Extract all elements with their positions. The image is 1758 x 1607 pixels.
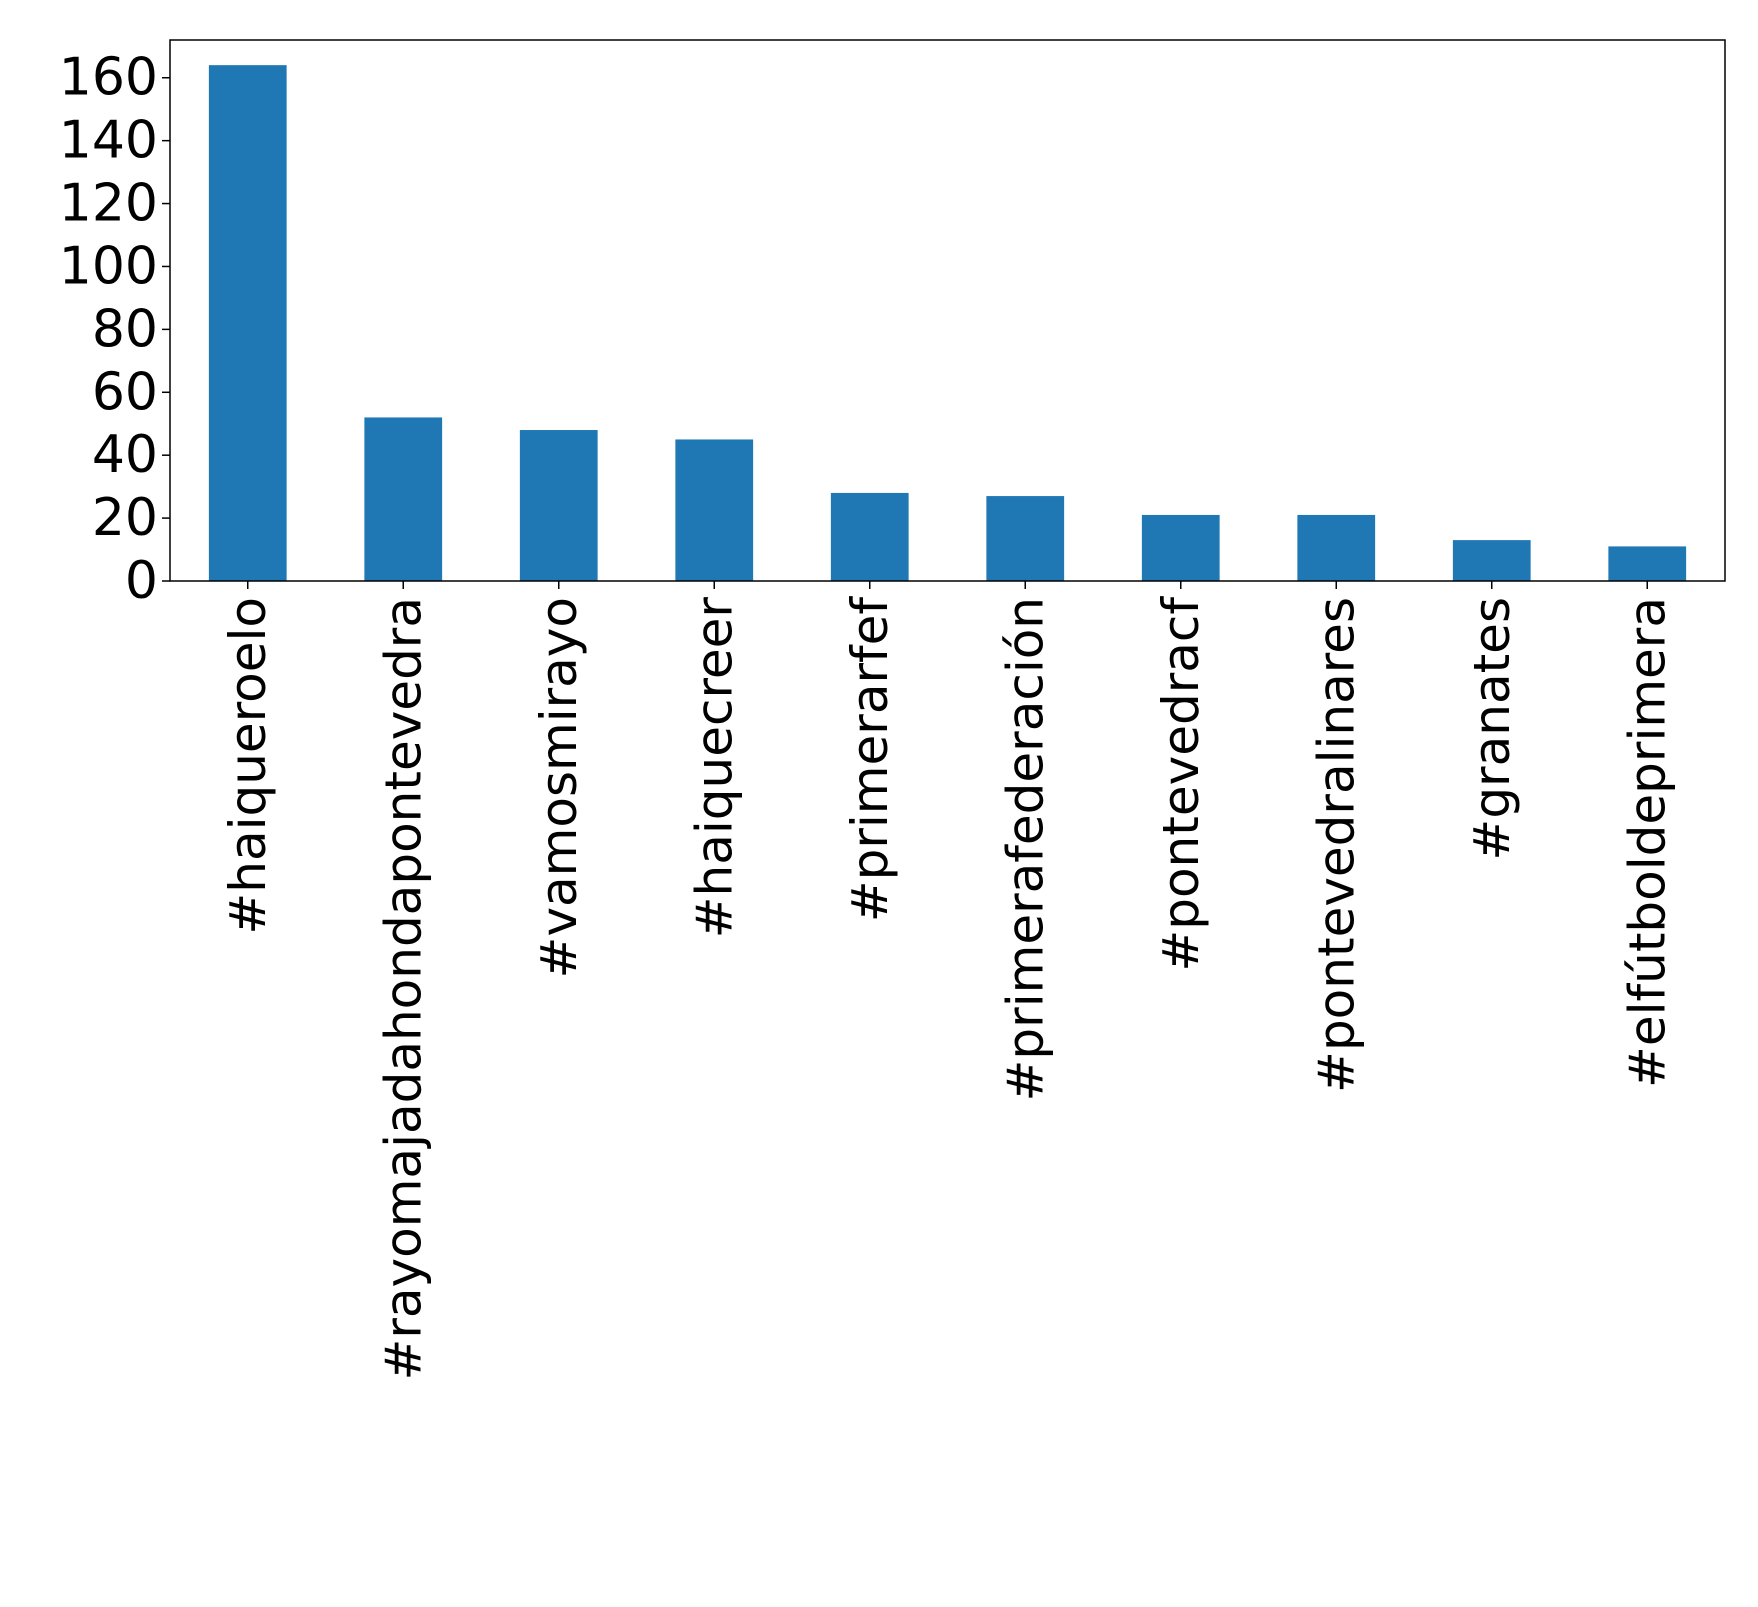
y-tick-label-6: 120 <box>59 174 158 234</box>
bar-8 <box>1452 540 1531 581</box>
bar-5 <box>986 496 1065 581</box>
x-tick-label-8: #granates <box>1463 597 1521 861</box>
bar-4 <box>830 492 909 581</box>
plot-frame <box>169 39 1726 582</box>
y-tick-label-2: 40 <box>92 425 158 485</box>
x-tick-label-1: #rayomajadahondapontevedra <box>374 597 432 1381</box>
x-tick-label-3: #haiquecreer <box>685 597 743 939</box>
bar-1 <box>364 417 443 581</box>
bar-6 <box>1141 514 1220 581</box>
x-tick-label-4: #primerarfef <box>841 596 899 923</box>
bar-2 <box>519 430 598 581</box>
bar-7 <box>1297 514 1376 581</box>
y-tick-label-3: 60 <box>92 362 158 422</box>
bars-group <box>208 65 1687 582</box>
bar-9 <box>1608 546 1687 581</box>
y-tick-label-8: 160 <box>59 48 158 108</box>
x-tick-label-5: #primerafederación <box>996 597 1054 1101</box>
y-tick-label-1: 20 <box>92 488 158 548</box>
y-tick-label-4: 80 <box>92 299 158 359</box>
y-tick-label-5: 100 <box>59 236 158 296</box>
x-tick-label-6: #pontevedracf <box>1152 596 1210 972</box>
bar-0 <box>208 65 287 582</box>
bar-3 <box>675 439 754 581</box>
x-axis: #haiqueroelo #rayomajadahondapontevedra #v… <box>219 581 1676 1381</box>
x-tick-label-0: #haiqueroelo <box>219 597 277 935</box>
y-tick-label-0: 0 <box>125 551 158 611</box>
x-tick-label-9: #elfútboldeprimera <box>1618 597 1676 1088</box>
x-tick-label-2: #vamosmirayo <box>530 597 588 978</box>
y-tick-label-7: 140 <box>59 111 158 171</box>
x-tick-label-7: #pontevedralinares <box>1307 597 1365 1093</box>
